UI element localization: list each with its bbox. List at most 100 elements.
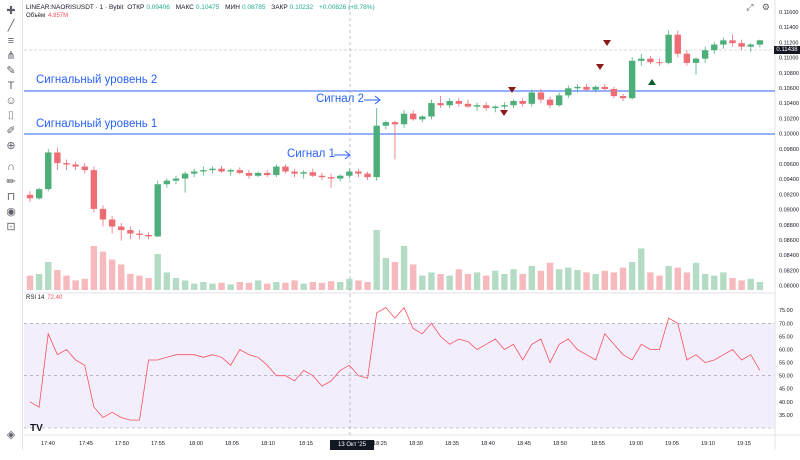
hlines-icon[interactable]: ≡ — [7, 35, 15, 47]
volume-bar — [218, 282, 225, 290]
candle-body — [209, 168, 216, 171]
price-axis-tick: 0.08400 — [779, 253, 799, 259]
volume-bar — [373, 230, 380, 290]
pitchfork-icon[interactable]: ⋔ — [6, 50, 16, 62]
candle-body — [747, 44, 754, 47]
eye-icon[interactable]: ◉ — [6, 206, 16, 218]
volume-bar — [35, 274, 43, 290]
price-axis-tick: 0.08000 — [779, 284, 799, 290]
candle-body — [665, 34, 672, 63]
candle-body — [419, 116, 426, 120]
expand-icon[interactable]: ⤢ — [746, 2, 754, 12]
settings-icon[interactable]: ⚙ — [761, 2, 770, 12]
volume-bar — [108, 259, 116, 290]
high-label: МАКС — [175, 4, 194, 11]
lock-icon[interactable]: ⊓ — [6, 191, 16, 203]
open-label: ОТКР — [127, 4, 145, 11]
volume-value: 4.857M — [48, 13, 69, 19]
time-axis-tick: 19:15 — [737, 441, 751, 447]
candle-body — [756, 40, 764, 45]
volume-bar — [482, 275, 490, 290]
rsi-label[interactable]: RSI 14 — [26, 295, 45, 301]
ruler-icon[interactable]: ✐ — [6, 125, 16, 137]
trash-icon[interactable]: ⊡ — [6, 221, 16, 233]
magnet-icon[interactable]: ∩ — [7, 161, 15, 173]
candle-body — [565, 88, 572, 96]
rsi-axis-tick: 75.00 — [779, 308, 793, 314]
sell-marker — [508, 87, 516, 93]
tradingview-logo[interactable]: TV — [30, 423, 43, 434]
volume-bar — [592, 274, 599, 290]
candle-body — [501, 105, 508, 107]
volume-legend: Объём 4.857M — [26, 13, 68, 19]
volume-bar — [692, 262, 700, 290]
candle-body — [291, 171, 298, 174]
candle-body — [464, 103, 472, 107]
candle-body — [172, 178, 180, 181]
crosshair-time-badge: 13 Окт '25 18:21 — [330, 440, 374, 458]
open-value: 0.09406 — [146, 4, 170, 11]
volume-bar — [501, 274, 508, 290]
candle-body — [391, 122, 399, 125]
volume-bar — [391, 262, 399, 290]
candle-body — [45, 152, 52, 190]
candle-body — [63, 163, 70, 165]
symbol-header: LINEAR:NAORISUSDT · 1 · Bybit ОТКР 0.0940… — [26, 3, 377, 12]
candle-body — [181, 173, 189, 179]
volume-bar — [409, 264, 417, 290]
candle-body — [364, 173, 371, 178]
crosshair-icon[interactable]: ✚ — [6, 5, 16, 17]
trendline-icon[interactable]: ╱ — [7, 20, 15, 32]
time-axis-tick: 18:25 — [373, 441, 387, 447]
candle-body — [35, 189, 43, 199]
symbol-title[interactable]: LINEAR:NAORISUSDT · 1 · Bybit — [26, 4, 124, 11]
candle-body — [227, 170, 234, 172]
zoom-in-icon[interactable]: ⊕ — [6, 140, 16, 152]
emoji-icon[interactable]: ☺ — [5, 95, 17, 107]
volume-bar — [90, 246, 98, 290]
time-axis-tick: 17:40 — [41, 441, 55, 447]
chart-canvas[interactable]: 0.11600 0.11400 0.11200 0.11000 0.10800 0.106… — [0, 0, 800, 450]
candle-body — [492, 106, 499, 109]
time-axis-tick: 17:55 — [151, 441, 165, 447]
volume-bar — [136, 275, 143, 290]
candle-body — [318, 175, 326, 178]
volume-bar — [619, 267, 627, 290]
candle-body — [382, 122, 390, 126]
candle-body — [437, 103, 444, 106]
measure-icon[interactable]: ⌷ — [7, 110, 15, 122]
volume-bar — [355, 280, 362, 290]
candle-body — [656, 62, 663, 64]
volume-bar — [546, 262, 554, 290]
volume-bar — [656, 275, 663, 290]
price-axis-tick: 0.08200 — [779, 268, 799, 274]
rsi-axis-tick: 55.00 — [779, 361, 793, 367]
rsi-axis-tick: 70.00 — [779, 321, 793, 327]
price-axis-tick: 0.10200 — [779, 116, 799, 122]
volume-bar — [756, 282, 764, 290]
text-icon[interactable]: T — [7, 80, 15, 92]
brush-icon[interactable]: ✎ — [6, 65, 16, 77]
sell-marker — [603, 40, 611, 46]
signal-2-text: Сигнал 2 — [316, 93, 364, 105]
candle-body — [729, 40, 736, 44]
volume-bar — [492, 270, 499, 290]
layers-icon[interactable]: ◈ — [6, 429, 16, 441]
last-price-badge: 0.11438 — [774, 46, 800, 54]
signal-1-label: Сигнал 1 — [287, 148, 335, 160]
price-axis-tick: 0.11400 — [779, 25, 798, 31]
high-value: 0.10475 — [195, 4, 220, 11]
close-value: 0.10232 — [289, 4, 314, 11]
price-axis-tick: 0.10600 — [779, 86, 799, 92]
pencil-lock-icon[interactable]: ✏ — [6, 176, 16, 188]
time-axis-tick: 18:45 — [517, 441, 531, 447]
volume-bar — [455, 269, 462, 290]
volume-label[interactable]: Объём — [26, 13, 46, 19]
price-axis-tick: 0.10000 — [779, 132, 799, 138]
volume-bar — [181, 280, 189, 290]
volume-bar — [327, 281, 335, 290]
volume-bar — [446, 275, 453, 290]
volume-bar — [729, 278, 736, 290]
candle-body — [674, 34, 681, 54]
volume-bar — [282, 282, 289, 290]
